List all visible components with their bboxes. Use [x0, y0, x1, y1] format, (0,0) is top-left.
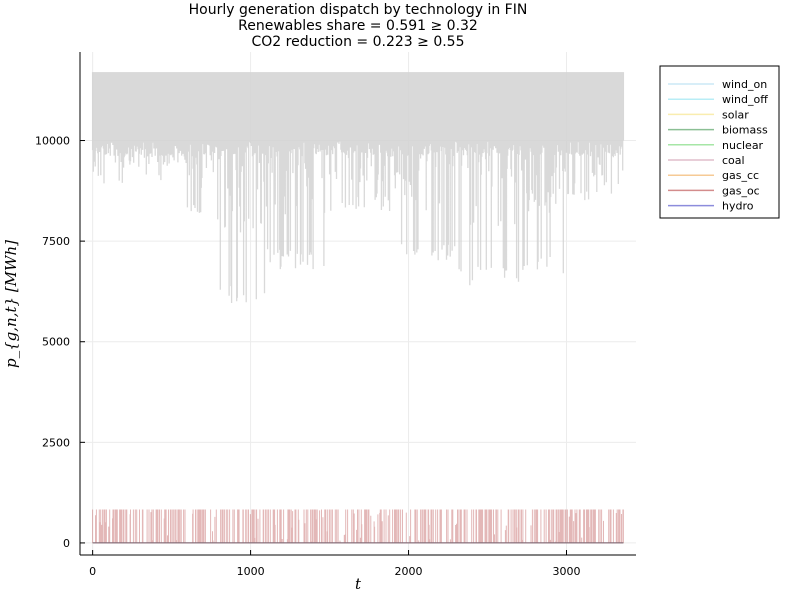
y-tick-label-4: 10000: [35, 135, 70, 148]
x-tick-label-3: 3000: [553, 565, 581, 578]
aggregate-dispatch-band: [91, 72, 625, 303]
legend-label-biomass: biomass: [722, 124, 768, 137]
aggregate-dense-region: [92, 72, 624, 141]
chart-title-line-2: Renewables share = 0.591 ≥ 0.32: [238, 18, 478, 34]
legend-label-nuclear: nuclear: [722, 139, 764, 152]
chart-title-line-3: CO2 reduction = 0.223 ≥ 0.55: [251, 34, 464, 50]
y-axis-label: p_{g,n,t} [MWh]: [2, 240, 20, 368]
legend-label-solar: solar: [722, 108, 749, 121]
x-axis-ticks: 0 1000 2000 3000: [89, 550, 581, 578]
y-tick-label-2: 5000: [42, 336, 70, 349]
y-tick-label-1: 2500: [42, 436, 70, 449]
legend-label-hydro: hydro: [722, 200, 754, 213]
y-tick-label-3: 7500: [42, 235, 70, 248]
legend-label-gas_oc: gas_oc: [722, 184, 760, 197]
gas-oc-spike-path: [92, 509, 624, 543]
x-tick-label-1: 1000: [237, 565, 265, 578]
y-axis-ticks: 0 2500 5000 7500 10000: [35, 135, 85, 550]
y-tick-label-0: 0: [63, 537, 70, 550]
legend-box: [659, 65, 780, 219]
legend-label-wind_on: wind_on: [722, 78, 767, 91]
legend-label-wind_off: wind_off: [722, 93, 768, 106]
x-tick-label-0: 0: [89, 565, 96, 578]
legend-label-coal: coal: [722, 154, 745, 167]
legend-label-gas_cc: gas_cc: [722, 169, 759, 182]
x-axis-label: t: [355, 575, 362, 593]
chart-title-line-1: Hourly generation dispatch by technology…: [189, 2, 528, 18]
x-tick-label-2: 2000: [395, 565, 423, 578]
gas-oc-spikes: [92, 509, 624, 543]
